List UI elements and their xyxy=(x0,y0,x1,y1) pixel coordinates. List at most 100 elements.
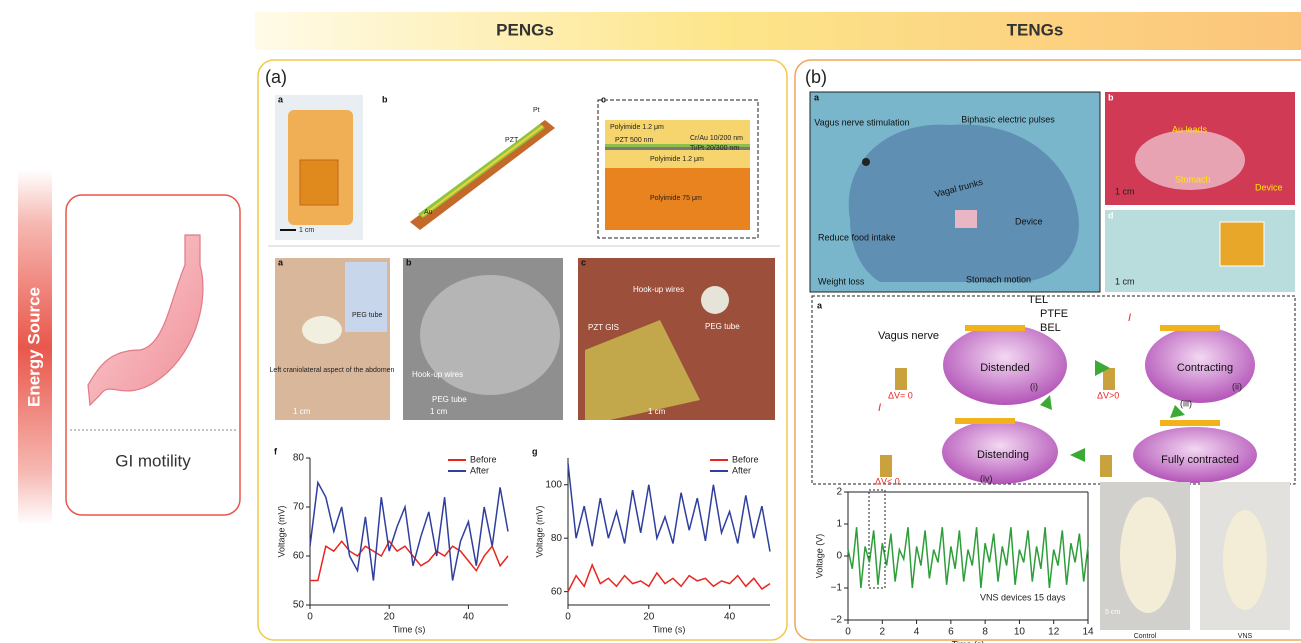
y-tick-label: 50 xyxy=(293,600,305,611)
x-tick-label: 2 xyxy=(880,627,886,638)
y-tick-label: 80 xyxy=(551,533,563,544)
rat-text: Vagus nerve stimulation xyxy=(814,117,909,127)
electrode xyxy=(880,455,892,477)
panel-label: (a) xyxy=(265,67,287,87)
x-tick-label: 40 xyxy=(463,612,475,623)
rat-text: Biphasic electric pulses xyxy=(961,114,1055,124)
state-step: (iii) xyxy=(1180,398,1192,408)
y-label: Voltage (mV) xyxy=(276,505,286,557)
x-tick-label: 14 xyxy=(1082,627,1094,638)
cycle-arrow xyxy=(1040,395,1052,410)
photo-tube xyxy=(701,286,729,314)
layer-label: Cr/Au 10/200 nm xyxy=(690,135,743,142)
photo-implant xyxy=(302,316,342,344)
electrode xyxy=(895,368,907,390)
card-label: GI motility xyxy=(115,451,191,470)
photo-text: Stomach xyxy=(1175,174,1211,184)
x-tick-label: 40 xyxy=(724,612,736,623)
y-tick-label: 0 xyxy=(836,551,842,562)
state-step: (ii) xyxy=(1232,381,1242,391)
current-label: I xyxy=(1128,312,1131,324)
state-step: (i) xyxy=(1030,381,1038,391)
sub-label: c xyxy=(601,94,606,104)
figure: PENGs TENGs Energy Source GI motility (a… xyxy=(0,0,1301,643)
layer-label: Polyimide 1.2 μm xyxy=(610,124,664,131)
layer-label: PZT 500 nm xyxy=(615,137,654,144)
state-name: Contracting xyxy=(1177,362,1233,374)
chart-label: g xyxy=(532,446,538,456)
legend-label: Before xyxy=(732,454,759,464)
layer-label: Polyimide 75 μm xyxy=(650,195,702,202)
state-name: Distended xyxy=(980,362,1030,374)
state-name: Fully contracted xyxy=(1161,454,1239,466)
scale-text: 5 cm xyxy=(1105,609,1120,616)
cycle-arrow xyxy=(1070,448,1085,462)
header-right: TENGs xyxy=(1007,20,1064,39)
state-name: Distending xyxy=(977,449,1029,461)
side-label: Energy Source xyxy=(24,287,43,407)
photo-caption: VNS xyxy=(1238,633,1253,640)
state-dv: ΔV= 0 xyxy=(888,390,913,400)
rat-photo xyxy=(1223,510,1267,610)
header-band xyxy=(255,12,1301,50)
scale-text: 1 cm xyxy=(293,407,311,416)
scale-text: 1 cm xyxy=(648,407,666,416)
legend-label: After xyxy=(470,465,489,475)
photo-text: Au leads xyxy=(1172,124,1208,134)
sub-label: b xyxy=(1108,92,1114,102)
scale-text: 1 cm xyxy=(1115,186,1135,196)
y-tick-label: −1 xyxy=(831,583,843,594)
x-label: Time (s) xyxy=(952,639,985,643)
nerve-label: Vagus nerve xyxy=(878,330,939,342)
chart-label: f xyxy=(274,446,278,456)
layer-label: PTFE xyxy=(1040,308,1068,320)
teng-layers xyxy=(965,325,1025,331)
x-tick-label: 12 xyxy=(1048,627,1060,638)
sub-label: d xyxy=(1108,210,1114,220)
rat-text: Weight loss xyxy=(818,276,865,286)
y-tick-label: 80 xyxy=(293,453,305,464)
photo-text: PZT GIS xyxy=(588,323,619,332)
rat-text: Device xyxy=(1015,216,1043,226)
header-left: PENGs xyxy=(496,20,554,39)
x-tick-label: 20 xyxy=(643,612,655,623)
sub-label: b xyxy=(406,257,412,267)
teng-layers xyxy=(1160,420,1220,426)
x-tick-label: 4 xyxy=(914,627,920,638)
photo-text: Hook-up wires xyxy=(412,370,463,379)
rat-photo xyxy=(1120,497,1176,613)
y-tick-label: 2 xyxy=(836,487,842,498)
sub-label: c xyxy=(581,257,586,267)
y-tick-label: −2 xyxy=(831,615,843,626)
legend-label: Before xyxy=(470,454,497,464)
sub-label: b xyxy=(382,94,388,104)
state-step: (iv) xyxy=(980,473,993,483)
y-label: Voltage (mV) xyxy=(534,505,544,557)
teng-layers xyxy=(1160,325,1220,331)
series-line xyxy=(848,527,1088,588)
x-tick-label: 6 xyxy=(948,627,954,638)
layer-label: BEL xyxy=(1040,322,1061,334)
pzt-label: PZT xyxy=(505,137,519,144)
scale-text: 1 cm xyxy=(1115,276,1135,286)
scale-text: 1 cm xyxy=(299,227,314,234)
rat-text: Stomach motion xyxy=(966,274,1031,284)
photo-text: PEG tube xyxy=(352,312,382,319)
series-line xyxy=(568,565,770,592)
photo-caption: Control xyxy=(1134,633,1157,640)
y-tick-label: 100 xyxy=(545,479,562,490)
panel-label: (b) xyxy=(805,67,827,87)
x-tick-label: 0 xyxy=(307,612,313,623)
device-electrode xyxy=(422,126,543,216)
teng-layers xyxy=(955,418,1015,424)
photo-text: Hook-up wires xyxy=(633,285,684,294)
au-label: Au xyxy=(424,209,433,216)
x-label: Time (s) xyxy=(393,624,426,634)
device-pads xyxy=(300,160,338,205)
rat-text: Reduce food intake xyxy=(818,232,896,242)
state-dv: ΔV>0 xyxy=(1097,390,1119,400)
legend-label: After xyxy=(732,465,751,475)
scale-text: 1 cm xyxy=(430,407,448,416)
sub-label: a xyxy=(817,300,823,310)
x-tick-label: 0 xyxy=(845,627,851,638)
